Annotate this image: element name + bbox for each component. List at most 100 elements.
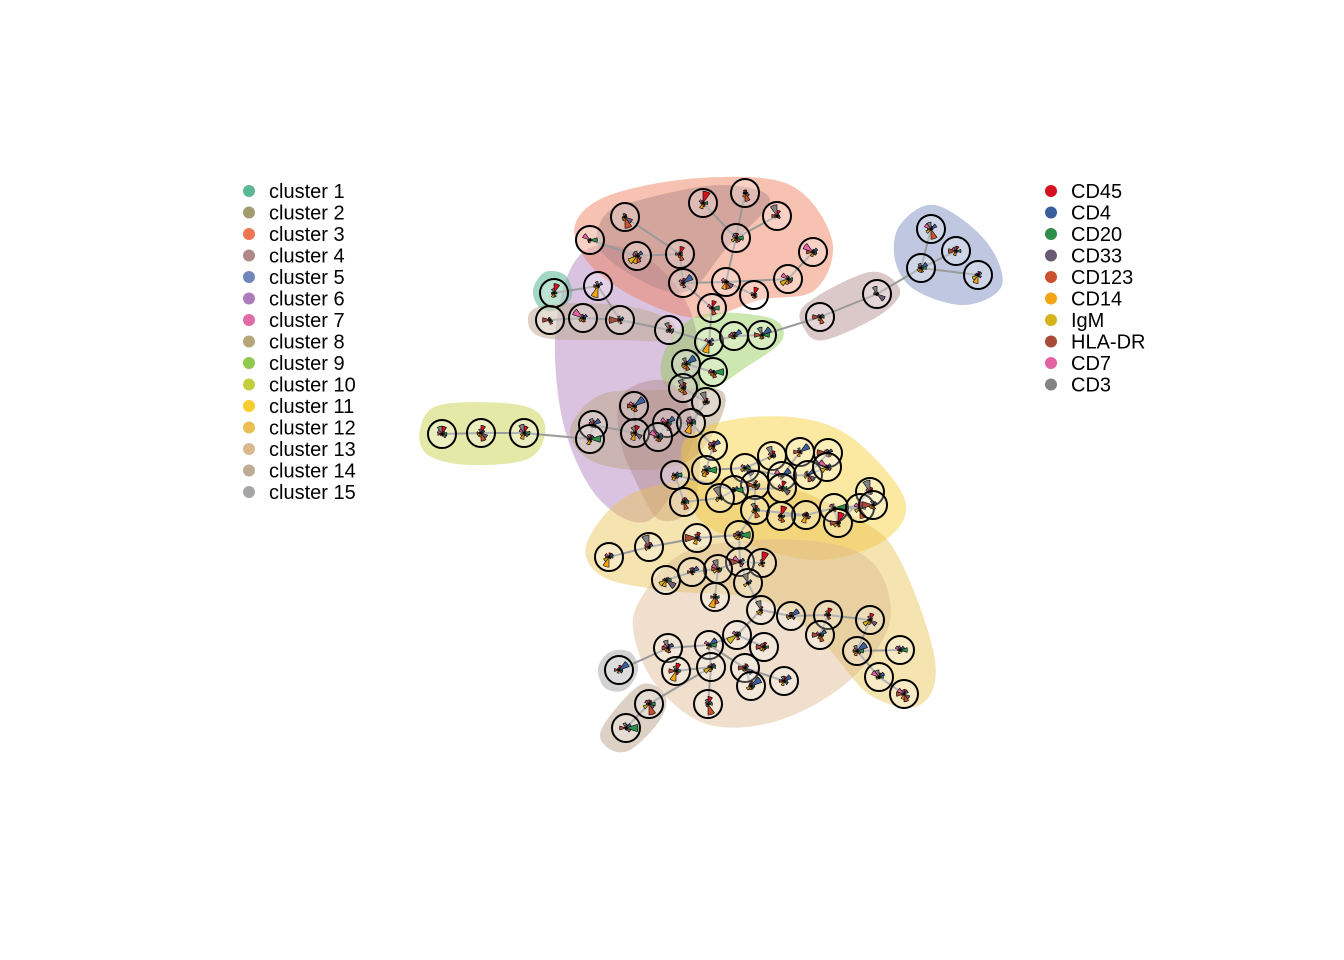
marker-slice-CD7: [759, 643, 765, 648]
cluster-region-cluster-12: [585, 478, 936, 708]
marker-slice-CD20: [674, 472, 683, 478]
marker-legend-label: CD7: [1071, 353, 1111, 375]
marker-slice-CD3: [780, 486, 783, 489]
tree-node: [739, 280, 769, 310]
marker-slice-CD4: [790, 608, 800, 617]
marker-legend-swatch: [1045, 335, 1057, 348]
marker-legend-label: IgM: [1071, 310, 1104, 332]
tree-edge: [624, 216, 681, 255]
tree-node: [864, 662, 894, 692]
tree-node: [620, 418, 650, 448]
tree-node: [733, 568, 763, 598]
cluster-legend-label: cluster 15: [269, 482, 356, 504]
tree-node: [610, 202, 640, 232]
marker-slice-CD3: [901, 689, 905, 695]
marker-slice-CD3: [712, 593, 716, 598]
marker-slice-CD7: [660, 417, 668, 424]
marker-slice-CD123: [441, 433, 444, 437]
tree-edge: [787, 251, 814, 280]
marker-slice-CD123: [930, 228, 938, 240]
marker-slice-HLA-DR: [867, 618, 871, 622]
marker-slice-CD33: [674, 474, 680, 479]
marker-slice-CD4: [633, 396, 646, 407]
tree-node: [535, 305, 565, 335]
cluster-legend-swatch: [243, 249, 255, 262]
marker-slice-CD123: [667, 647, 672, 654]
marker-slice-HLA-DR: [476, 431, 482, 435]
marker-slice-CD7: [802, 243, 814, 253]
marker-slice-CD7: [729, 331, 735, 337]
tree-edge: [592, 424, 636, 434]
marker-slice-CD3: [703, 465, 707, 471]
marker-slice-IgM: [680, 501, 685, 506]
marker-slice-CD20: [827, 613, 831, 617]
marker-slice-CD14: [590, 285, 599, 298]
tree-node: [700, 582, 730, 612]
marker-slice-CD3: [818, 633, 821, 636]
marker-slice-CD123: [712, 371, 717, 379]
marker-slice-CD123: [781, 487, 785, 492]
marker-slice-CD7: [818, 459, 828, 468]
tree-node: [747, 320, 777, 350]
tree-node: [604, 655, 634, 685]
marker-slice-CD4: [708, 337, 715, 343]
marker-slice-CD45: [780, 505, 788, 517]
tree-node: [776, 601, 806, 631]
marker-slice-CD4: [608, 552, 614, 558]
marker-slice-CD7: [628, 401, 635, 407]
marker-slice-CD7: [644, 699, 650, 705]
marker-slice-HLA-DR: [702, 468, 707, 472]
marker-slice-CD123: [753, 294, 757, 299]
marker-slice-CD7: [572, 308, 584, 319]
marker-slice-CD3: [818, 314, 821, 318]
marker-slice-CD3: [756, 326, 763, 336]
marker-slice-CD4: [736, 631, 742, 636]
marker-slice-CD3: [804, 512, 807, 516]
marker-slice-CD123: [682, 282, 687, 289]
marker-slice-IgM: [730, 237, 737, 243]
marker-slice-CD123: [712, 445, 718, 453]
marker-slice-CD3: [748, 682, 752, 687]
marker-slice-CD123: [707, 703, 715, 716]
marker-slice-CD20: [819, 315, 825, 319]
marker-slice-CD3: [732, 232, 737, 239]
marker-slice-CD3: [707, 642, 710, 646]
marker-slice-CD4: [480, 429, 486, 434]
tree-edge: [876, 267, 922, 295]
marker-slice-IgM: [751, 509, 756, 514]
marker-slice-CD33: [668, 329, 674, 335]
cluster-legend-label: cluster 4: [269, 246, 345, 268]
marker-slice-HLA-DR: [613, 668, 620, 672]
cluster-legend-label: cluster 9: [269, 353, 345, 375]
marker-slice-CD4: [679, 251, 684, 255]
marker-slice-CD123: [819, 634, 825, 643]
marker-slice-CD4: [708, 637, 718, 646]
marker-slice-CD3: [750, 502, 756, 511]
marker-slice-CD123: [717, 568, 721, 573]
marker-slice-CD3: [588, 238, 591, 241]
marker-slice-HLA-DR: [661, 645, 669, 651]
marker-slice-IgM: [578, 317, 584, 322]
marker-slice-HLA-DR: [542, 317, 551, 323]
marker-slice-CD3: [686, 416, 692, 424]
marker-legend-label: CD20: [1071, 224, 1122, 246]
marker-slice-CD20: [780, 514, 785, 518]
marker-slice-CD20: [625, 723, 639, 733]
marker-slice-CD20: [747, 581, 752, 585]
tree-node: [805, 620, 835, 650]
tree-edge: [674, 474, 735, 491]
marker-slice-HLA-DR: [708, 370, 714, 374]
marker-slice-CD33: [725, 281, 734, 289]
tree-edge: [608, 546, 650, 558]
marker-slice-CD3: [681, 357, 687, 365]
marker-slice-CD33: [441, 433, 447, 439]
marker-slice-CD123: [711, 307, 717, 316]
marker-slice-CD3: [976, 273, 979, 276]
marker-slice-CD20: [690, 421, 696, 425]
marker-slice-CD3: [734, 631, 738, 636]
tree-edge: [760, 609, 792, 617]
marker-slice-CD3: [712, 559, 719, 570]
marker-slice-IgM: [779, 278, 789, 287]
marker-slice-HLA-DR: [771, 213, 778, 219]
marker-slice-CD3: [588, 418, 594, 426]
